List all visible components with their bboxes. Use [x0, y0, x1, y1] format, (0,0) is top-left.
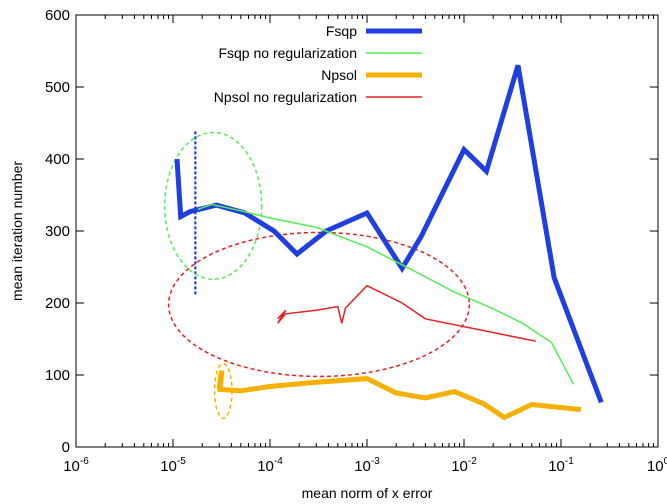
- legend-label: Npsol: [321, 67, 357, 83]
- series-line-3: [216, 369, 582, 421]
- x-tick-label: 10-5: [160, 456, 186, 475]
- series-line-2: [197, 203, 575, 385]
- axis-ticks: 0 100 200 300 400 500 600 10-6 10-5 10-4 10-3 10-2 1…: [45, 7, 667, 475]
- legend-label: Fsqp no regularization: [218, 45, 357, 61]
- y-tick-label: 600: [45, 7, 70, 24]
- annotation-dashed-ellipse: [167, 231, 471, 378]
- y-tick-label: 300: [45, 223, 70, 240]
- plot-frame: [75, 14, 659, 448]
- x-tick-label: 10-3: [354, 456, 380, 475]
- y-tick-label: 100: [45, 367, 70, 384]
- y-tick-label: 400: [45, 151, 70, 168]
- y-tick-label: 200: [45, 295, 70, 312]
- y-axis-title: mean iteration number: [9, 161, 25, 301]
- series-layer: [174, 64, 604, 421]
- x-tick-label: 10-4: [257, 456, 283, 475]
- x-tick-label: 100: [647, 456, 667, 475]
- x-axis-title: mean norm of x error: [302, 485, 433, 501]
- legend: Fsqp Fsqp no regularization Npsol Npsol no …: [214, 23, 422, 105]
- x-tick-label: 10-2: [451, 456, 477, 475]
- x-tick-label: 10-1: [548, 456, 574, 475]
- y-tick-label: 0: [62, 439, 70, 456]
- legend-label: Fsqp: [326, 23, 357, 39]
- x-tick-label: 10-6: [63, 456, 89, 475]
- annotation-dashed-ellipse: [164, 131, 263, 280]
- annotation-layer: [164, 130, 471, 419]
- legend-label: Npsol no regularization: [214, 89, 357, 105]
- series-line-4: [277, 284, 536, 342]
- series-line-1: [174, 64, 604, 404]
- y-tick-label: 500: [45, 79, 70, 96]
